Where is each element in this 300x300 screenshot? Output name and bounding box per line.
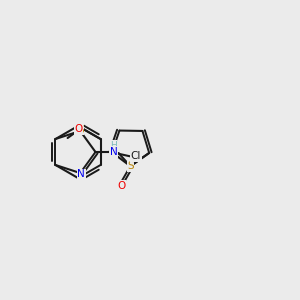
Text: S: S xyxy=(127,161,134,171)
Text: Cl: Cl xyxy=(131,151,141,161)
Text: O: O xyxy=(74,124,82,134)
Text: N: N xyxy=(77,169,85,179)
Text: S: S xyxy=(77,125,83,135)
Text: O: O xyxy=(118,181,126,191)
Text: H: H xyxy=(110,140,117,149)
Text: N: N xyxy=(110,147,117,157)
